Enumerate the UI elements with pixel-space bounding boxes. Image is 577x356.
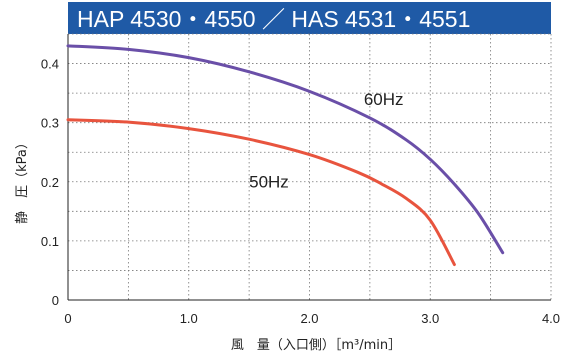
y-tick-labels: 0 0.1 0.2 0.3 0.4 bbox=[41, 57, 59, 308]
grid-lines bbox=[68, 33, 552, 300]
y-tick-label: 0.4 bbox=[41, 57, 59, 72]
series-line-60hz bbox=[66, 44, 505, 255]
series-label-50hz: 50Hz bbox=[249, 173, 289, 192]
x-tick-label: 2.0 bbox=[300, 311, 318, 326]
y-tick-label: 0.1 bbox=[41, 234, 59, 249]
series-labels: 60Hz 50Hz bbox=[249, 90, 403, 192]
series-lines bbox=[66, 44, 505, 267]
chart-title: HAP 4530・4550 ／ HAS 4531・4551 bbox=[77, 6, 470, 32]
x-tick-label: 0 bbox=[64, 311, 71, 326]
axes bbox=[67, 34, 551, 301]
x-tick-labels: 0 1.0 2.0 3.0 4.0 bbox=[64, 311, 560, 326]
x-tick-label: 1.0 bbox=[180, 311, 198, 326]
series-line-50hz bbox=[66, 118, 456, 267]
title-background bbox=[68, 2, 551, 34]
y-axis-label: 静 圧（kPa） bbox=[15, 136, 30, 224]
y-tick-label: 0 bbox=[52, 293, 59, 308]
x-tick-label: 3.0 bbox=[421, 311, 439, 326]
x-axis-label: 風 量（入口側）［m³/min］ bbox=[231, 338, 401, 353]
y-tick-label: 0.3 bbox=[41, 116, 59, 131]
title-banner: HAP 4530・4550 ／ HAS 4531・4551 bbox=[68, 2, 551, 34]
y-tick-label: 0.2 bbox=[41, 175, 59, 190]
series-label-60hz: 60Hz bbox=[364, 90, 404, 109]
x-tick-label: 4.0 bbox=[542, 311, 560, 326]
